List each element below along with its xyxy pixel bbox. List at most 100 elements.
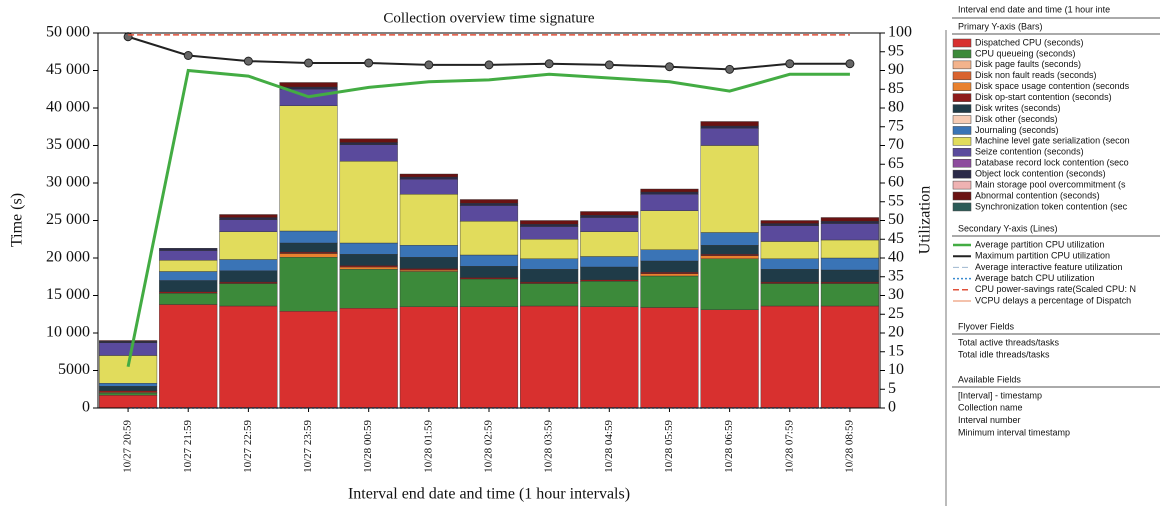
legend-swatch bbox=[952, 104, 972, 113]
legend-swatch bbox=[952, 126, 972, 135]
y2-tick-label: 20 bbox=[888, 324, 904, 341]
bar-segment bbox=[279, 230, 338, 244]
x-tick-label: 10/28 00:59 bbox=[362, 420, 374, 473]
bar-segment bbox=[339, 269, 398, 309]
legend-label: CPU power-savings rate(Scaled CPU: N bbox=[975, 284, 1136, 294]
bar-segment bbox=[159, 304, 218, 409]
bar-segment bbox=[459, 277, 519, 280]
bar-segment bbox=[399, 245, 458, 258]
y-tick-label: 25 000 bbox=[46, 211, 90, 228]
y2-axis-label: Utilization bbox=[917, 186, 934, 254]
bar-segment bbox=[700, 245, 759, 255]
y-axis-label: Time (s) bbox=[9, 193, 26, 247]
bar-segment bbox=[520, 258, 579, 270]
line-marker bbox=[304, 58, 314, 68]
y2-tick-label: 45 bbox=[888, 230, 904, 247]
bar-segment bbox=[520, 220, 579, 225]
y2-tick-label: 95 bbox=[888, 42, 904, 59]
bar-segment bbox=[820, 269, 879, 283]
bar-segment bbox=[99, 395, 158, 409]
y-tick-label: 30 000 bbox=[46, 174, 90, 191]
bar-segment bbox=[339, 142, 398, 145]
legend-swatch bbox=[952, 169, 972, 179]
legend-swatch bbox=[952, 115, 972, 124]
bar-segment bbox=[399, 176, 458, 180]
y2-tick-label: 50 bbox=[888, 211, 904, 228]
bar-segment bbox=[159, 260, 218, 272]
legend-label: Main storage pool overcommitment (s bbox=[975, 179, 1126, 189]
bar-segment bbox=[399, 257, 458, 269]
bar-segment bbox=[339, 254, 398, 266]
legend-label: Maximum partition CPU utilization bbox=[975, 251, 1110, 261]
bar-segment bbox=[339, 242, 398, 255]
bar-segment bbox=[820, 281, 879, 284]
field-item: Interval number bbox=[958, 415, 1021, 425]
x-tick-label: 10/28 07:59 bbox=[783, 420, 795, 473]
bar-segment bbox=[640, 188, 699, 193]
y2-tick-label: 5 bbox=[888, 380, 896, 397]
field-item: Collection name bbox=[958, 403, 1023, 413]
legend-label: Seize contention (seconds) bbox=[975, 147, 1084, 157]
field-item: Minimum interval timestamp bbox=[958, 427, 1070, 437]
bar-segment bbox=[520, 224, 579, 227]
bar-segment bbox=[760, 281, 819, 284]
panel-heading: Primary Y-axis (Bars) bbox=[958, 21, 1043, 31]
bar-segment bbox=[580, 281, 639, 307]
legend-swatch bbox=[952, 137, 972, 146]
y-tick-label: 40 000 bbox=[46, 99, 90, 116]
bar-segment bbox=[640, 191, 699, 195]
line-marker bbox=[183, 51, 193, 60]
bar-segment bbox=[580, 256, 639, 268]
bar-segment bbox=[339, 265, 398, 268]
x-tick-label: 10/27 23:59 bbox=[302, 420, 314, 473]
bar-segment bbox=[399, 173, 458, 178]
bar-segment bbox=[99, 390, 158, 393]
legend-label: Disk space usage contention (seconds bbox=[975, 81, 1130, 91]
x-tick-label: 10/28 05:59 bbox=[663, 420, 675, 473]
bar-segment bbox=[459, 199, 519, 204]
y2-tick-label: 30 bbox=[888, 286, 904, 303]
bar-segment bbox=[339, 144, 398, 162]
bar-segment bbox=[99, 341, 158, 343]
y-tick-label: 45 000 bbox=[46, 61, 90, 78]
y2-tick-label: 25 bbox=[888, 305, 904, 322]
line-marker bbox=[364, 58, 374, 68]
legend-swatch bbox=[952, 202, 972, 212]
bar-segment bbox=[399, 306, 458, 409]
legend-label: Average partition CPU utilization bbox=[975, 239, 1104, 249]
bar-segment bbox=[520, 281, 579, 284]
bar-segment bbox=[700, 121, 759, 127]
line-marker bbox=[243, 56, 253, 66]
line-marker bbox=[604, 60, 614, 70]
bar-segment bbox=[99, 386, 158, 391]
bar-segment bbox=[820, 221, 879, 224]
bar-segment bbox=[99, 342, 158, 356]
y-tick-label: 5000 bbox=[58, 361, 90, 378]
bar-segment bbox=[339, 308, 398, 409]
bar-segment bbox=[820, 239, 879, 259]
line-marker bbox=[484, 60, 494, 70]
legend-label: Average batch CPU utilization bbox=[975, 273, 1094, 283]
bar-segment bbox=[760, 223, 819, 226]
line-marker bbox=[424, 60, 434, 70]
legend-label: Journaling (seconds) bbox=[975, 125, 1059, 135]
bar-segment bbox=[700, 255, 759, 259]
bar-segment bbox=[459, 266, 519, 278]
bar-segment bbox=[399, 268, 458, 271]
y2-tick-label: 75 bbox=[888, 117, 904, 134]
bar-segment bbox=[159, 293, 218, 305]
line-marker bbox=[123, 32, 133, 42]
bar-segment bbox=[580, 217, 639, 232]
x-tick-label: 10/27 22:59 bbox=[242, 420, 254, 473]
bar-segment bbox=[219, 259, 278, 271]
x-tick-label: 10/27 21:59 bbox=[182, 420, 194, 473]
y2-tick-label: 35 bbox=[888, 267, 904, 284]
bar-segment bbox=[700, 128, 759, 146]
bar-segment bbox=[640, 210, 699, 250]
bar-segment bbox=[159, 291, 218, 294]
bar-segment bbox=[219, 305, 278, 409]
bar-segment bbox=[700, 145, 759, 233]
bar-segment bbox=[399, 271, 458, 307]
chart-title: Collection overview time signature bbox=[383, 10, 595, 26]
